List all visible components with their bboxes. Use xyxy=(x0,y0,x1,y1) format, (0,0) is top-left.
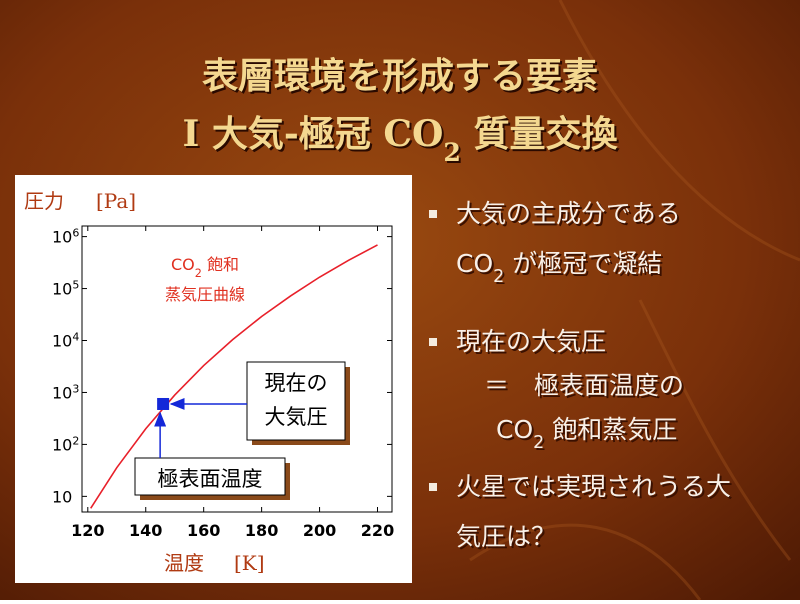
bullet-text-part: が極冠で凝結 xyxy=(504,249,662,278)
bullet-text: 火星では実現されうる大 xyxy=(456,472,731,501)
y-tick-base: 10 xyxy=(52,487,72,506)
bullet-text-part: CO xyxy=(456,249,493,278)
x-tick-label: 120 xyxy=(71,521,104,540)
bullet-text-part: ＝ 極表面温度の xyxy=(484,371,684,400)
y-tick-label: 104 xyxy=(52,330,79,351)
curve-label-part: 飽和 xyxy=(202,255,239,274)
bullet-text: 大気の主成分である xyxy=(456,199,681,228)
y-tick-exponent: 4 xyxy=(72,330,79,343)
bullet-marker xyxy=(429,210,437,218)
curve-label-part: 蒸気圧曲線 xyxy=(165,285,245,304)
bullet-text-part: 飽和蒸気圧 xyxy=(544,415,677,444)
callout-text: 極表面温度 xyxy=(158,467,263,491)
y-tick-base: 10 xyxy=(52,228,72,247)
bullet-text-part: 2 xyxy=(493,267,504,287)
bullet-text-part: 火星では実現されうる大 xyxy=(456,472,731,501)
y-tick-label: 102 xyxy=(52,434,79,455)
y-axis-unit: [Pa] xyxy=(96,189,136,213)
bullet-marker xyxy=(429,338,437,346)
point xyxy=(157,397,170,410)
plot-frame xyxy=(81,225,393,513)
bullet-text: 気圧は？ xyxy=(456,522,556,551)
curve-label-part: 2 xyxy=(195,267,202,280)
y-tick-base: 10 xyxy=(52,383,72,402)
callout-text: 大気圧 xyxy=(265,405,328,429)
x-tick-label: 140 xyxy=(129,521,162,540)
y-tick-exponent: 2 xyxy=(72,434,79,447)
curve-label: 蒸気圧曲線 xyxy=(165,285,245,304)
y-tick-label: 103 xyxy=(52,382,79,403)
y-tick-base: 10 xyxy=(52,280,72,299)
bullet-text: CO2 飽和蒸気圧 xyxy=(496,415,677,453)
curve-label: CO2 飽和 xyxy=(171,255,239,280)
bullet-text-part: 気圧は？ xyxy=(456,522,556,551)
title-line-part: 質量交換 xyxy=(461,113,619,155)
curve xyxy=(90,244,378,509)
title-line-part: 2 xyxy=(443,137,461,167)
title-line-part: 表層環境を形成する要素 xyxy=(202,55,598,97)
y-axis-label: 圧力 xyxy=(24,189,64,213)
bullet-text-part: 大気の主成分である xyxy=(456,199,681,228)
y-tick-exponent: 3 xyxy=(72,382,79,395)
y-tick-label: 106 xyxy=(52,226,79,247)
decoration xyxy=(469,0,800,601)
x-axis-unit: [K] xyxy=(234,551,265,575)
y-tick-exponent: 6 xyxy=(72,226,79,239)
bullet-text-part: CO xyxy=(496,415,533,444)
bullet-text: ＝ 極表面温度の xyxy=(484,371,684,400)
bullet-text: 現在の大気圧 xyxy=(456,327,606,356)
bullet-marker xyxy=(429,483,437,491)
x-tick-label: 160 xyxy=(187,521,220,540)
y-tick-label: 105 xyxy=(52,278,79,299)
x-tick-label: 220 xyxy=(361,521,394,540)
title-line: 表層環境を形成する要素 xyxy=(202,55,598,97)
y-tick-base: 10 xyxy=(52,435,72,454)
x-tick-label: 200 xyxy=(303,521,336,540)
callout-box xyxy=(134,457,286,496)
bullet-text-part: 2 xyxy=(533,433,544,453)
callout-text: 現在の xyxy=(265,371,328,395)
curve-label-part: CO xyxy=(171,255,195,274)
bullet-text-part: 現在の大気圧 xyxy=(456,327,606,356)
x-tick-label: 180 xyxy=(245,521,278,540)
y-tick-exponent: 5 xyxy=(72,278,79,291)
callout-box xyxy=(246,361,346,441)
bullet-text: CO2 が極冠で凝結 xyxy=(456,249,662,287)
x-axis-label: 温度 xyxy=(164,551,204,575)
y-tick-base: 10 xyxy=(52,332,72,351)
title-line-part: I 大気-極冠 CO xyxy=(183,113,444,155)
title-line: I 大気-極冠 CO2 質量交換 xyxy=(183,113,619,167)
y-tick-label: 10 xyxy=(52,487,72,506)
